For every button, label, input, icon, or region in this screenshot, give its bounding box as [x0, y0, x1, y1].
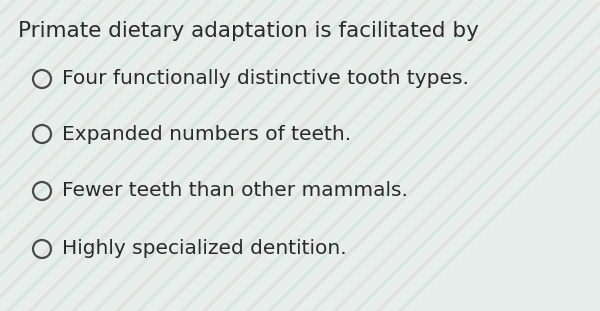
Text: Expanded numbers of teeth.: Expanded numbers of teeth. — [62, 124, 351, 143]
Text: Primate dietary adaptation is facilitated by: Primate dietary adaptation is facilitate… — [18, 21, 479, 41]
Text: Highly specialized dentition.: Highly specialized dentition. — [62, 239, 347, 258]
Text: Fewer teeth than other mammals.: Fewer teeth than other mammals. — [62, 182, 408, 201]
Text: Four functionally distinctive tooth types.: Four functionally distinctive tooth type… — [62, 69, 469, 89]
